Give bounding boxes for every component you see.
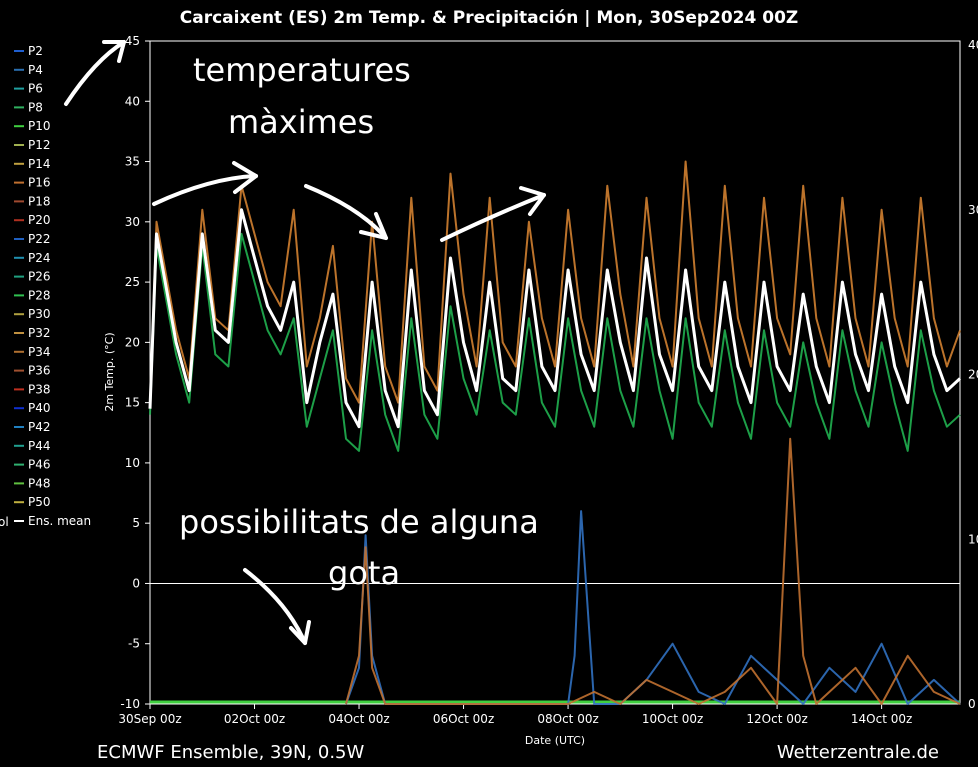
legend-label: P48 xyxy=(28,476,51,490)
legend-partial-entry: ol xyxy=(0,515,9,529)
legend-label: P4 xyxy=(28,63,43,77)
legend-label: Ens. mean xyxy=(28,514,91,528)
right-axis-tick-label: 30 xyxy=(968,203,978,217)
legend-label: P20 xyxy=(28,213,51,227)
arrow-head-max-temps-right xyxy=(519,186,546,216)
legend-label: P12 xyxy=(28,138,51,152)
x-tick-label: 12Oct 00z xyxy=(746,712,807,726)
y-tick-label: -10 xyxy=(120,697,140,711)
legend-label: P28 xyxy=(28,288,51,302)
annotation-max-temps-line2: màximes xyxy=(228,103,374,141)
x-tick-label: 08Oct 00z xyxy=(537,712,598,726)
series-lines xyxy=(148,160,962,705)
arrow-max-temps-left xyxy=(152,174,258,206)
legend-label: P6 xyxy=(28,82,43,96)
y-tick-label: 30 xyxy=(125,215,140,229)
legend-label: P24 xyxy=(28,251,51,265)
legend-label: P14 xyxy=(28,157,51,171)
legend-label: P10 xyxy=(28,119,51,133)
x-tick-label: 06Oct 00z xyxy=(433,712,494,726)
y-axis-label: 2m Temp. (°C) xyxy=(103,332,116,411)
x-axis-label: Date (UTC) xyxy=(525,734,585,747)
legend-label: P34 xyxy=(28,345,51,359)
series-line-warmest-member xyxy=(149,160,961,404)
y-tick-label: -5 xyxy=(128,637,140,651)
legend-label: P44 xyxy=(28,439,51,453)
legend-label: P2 xyxy=(28,44,43,58)
chart-title: Carcaixent (ES) 2m Temp. & Precipitación… xyxy=(180,8,799,28)
legend-label: P8 xyxy=(28,100,43,114)
y-tick-label: 25 xyxy=(125,275,140,289)
legend-label: P16 xyxy=(28,176,51,190)
right-axis-tick-label: 20 xyxy=(968,368,978,382)
annotation-rain-line1: possibilitats de alguna xyxy=(179,503,539,541)
annotation-max-temps-line1: temperatures xyxy=(193,51,411,89)
legend-label: P32 xyxy=(28,326,51,340)
legend-label: P38 xyxy=(28,382,51,396)
arrow-head-max-temps-middle xyxy=(359,212,388,240)
x-tick-label: 02Oct 00z xyxy=(224,712,285,726)
series-line-precipitation-member-b xyxy=(345,437,961,705)
legend-label: P46 xyxy=(28,458,51,472)
right-axis-tick-label: 0 xyxy=(968,697,976,711)
arrow-rain-chance xyxy=(243,568,307,645)
right-axis-tick-label: 10 xyxy=(968,532,978,546)
y-axis-ticks: -10 -5 0 5 10 15 20 25 30 35 40 45 xyxy=(120,34,150,711)
series-line-coolest-member xyxy=(149,232,961,452)
y-tick-label: 35 xyxy=(125,155,140,169)
x-tick-label: 04Oct 00z xyxy=(328,712,389,726)
y-tick-label: 15 xyxy=(125,396,140,410)
x-tick-label: 30Sep 00z xyxy=(118,712,181,726)
right-axis-ticks: 0 10 20 30 40 xyxy=(968,38,978,711)
footer-source-right: Wetterzentrale.de xyxy=(777,742,939,763)
footer-source-left: ECMWF Ensemble, 39N, 0.5W xyxy=(97,742,364,763)
arrow-to-axis-top xyxy=(64,40,126,106)
x-tick-label: 10Oct 00z xyxy=(642,712,703,726)
y-tick-label: 10 xyxy=(125,456,140,470)
legend-label: P42 xyxy=(28,420,51,434)
x-axis-ticks: 30Sep 00z 02Oct 00z 04Oct 00z 06Oct 00z 08Oc… xyxy=(118,704,912,726)
plot-area: -10 -5 0 5 10 15 20 25 30 35 40 45 30Sep 00z 02Oct 0… xyxy=(118,34,978,726)
series-line-ens-mean xyxy=(148,208,962,429)
annotation-rain-line2: gota xyxy=(328,554,400,592)
y-tick-label: 20 xyxy=(125,335,140,349)
arrow-head-axis-top xyxy=(102,40,126,63)
legend-label: P18 xyxy=(28,194,51,208)
y-tick-label: 0 xyxy=(132,576,140,590)
x-tick-label: 14Oct 00z xyxy=(851,712,912,726)
arrow-max-temps-right xyxy=(440,193,546,242)
y-tick-label: 45 xyxy=(125,34,140,48)
legend-label: P36 xyxy=(28,364,51,378)
legend-label: P40 xyxy=(28,401,51,415)
legend-label: P30 xyxy=(28,307,51,321)
y-tick-label: 5 xyxy=(132,516,140,530)
legend: ol P2 P4 P6 P8 P10 P12 P14 P16 P18 P20 P22 P24 P26 P2… xyxy=(0,44,91,529)
right-axis-tick-label: 40 xyxy=(968,38,978,52)
y-tick-label: 40 xyxy=(125,94,140,108)
legend-label: P22 xyxy=(28,232,51,246)
legend-label: P26 xyxy=(28,270,51,284)
annotations: temperatures màximes possibilitats de al… xyxy=(64,40,546,645)
arrow-max-temps-middle xyxy=(304,184,388,240)
legend-label: P50 xyxy=(28,495,51,509)
arrow-head-max-temps-left xyxy=(232,161,258,194)
arrow-head-rain-chance xyxy=(289,620,311,645)
